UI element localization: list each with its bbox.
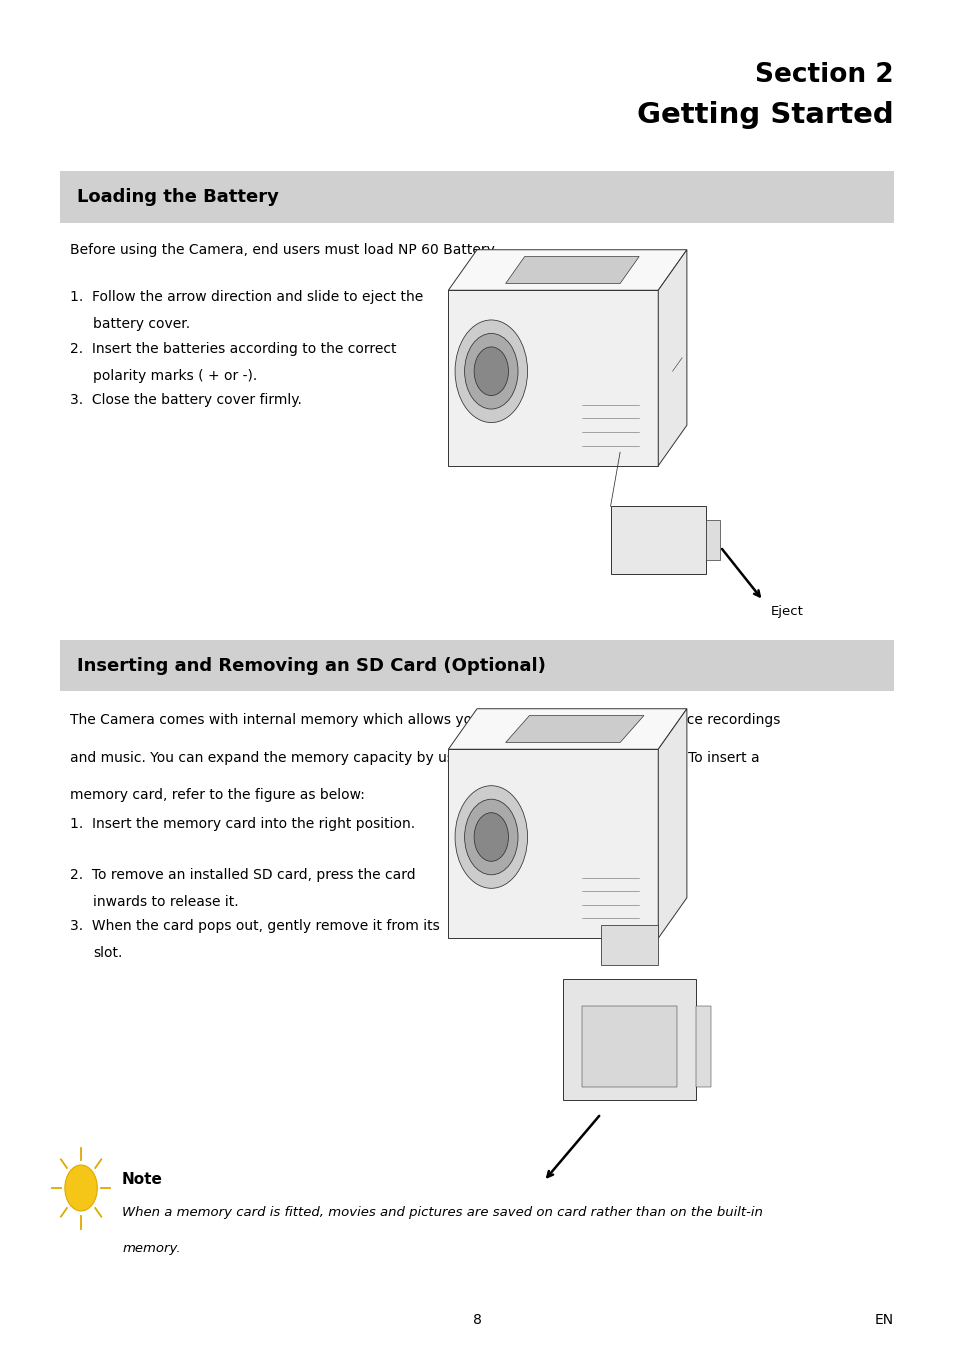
Polygon shape xyxy=(705,520,720,560)
Polygon shape xyxy=(658,250,686,466)
Polygon shape xyxy=(505,256,639,284)
Polygon shape xyxy=(658,709,686,938)
Text: EN: EN xyxy=(874,1314,893,1327)
Circle shape xyxy=(455,786,527,888)
Text: battery cover.: battery cover. xyxy=(93,317,191,331)
Text: 1.  Insert the memory card into the right position.: 1. Insert the memory card into the right… xyxy=(70,817,415,830)
Text: Before using the Camera, end users must load NP 60 Battery.: Before using the Camera, end users must … xyxy=(70,243,497,256)
Bar xyxy=(696,1006,710,1087)
Text: 2.  To remove an installed SD card, press the card: 2. To remove an installed SD card, press… xyxy=(70,868,415,882)
Polygon shape xyxy=(505,716,643,742)
Text: Section 2: Section 2 xyxy=(755,62,893,88)
Text: 3.  Close the battery cover firmly.: 3. Close the battery cover firmly. xyxy=(70,393,301,406)
Text: Note: Note xyxy=(122,1172,163,1188)
Circle shape xyxy=(464,333,517,409)
Polygon shape xyxy=(448,749,658,938)
Text: and music. You can expand the memory capacity by using an optional SD memory car: and music. You can expand the memory cap… xyxy=(70,751,759,764)
Polygon shape xyxy=(610,506,705,574)
Text: memory.: memory. xyxy=(122,1242,180,1256)
Text: Loading the Battery: Loading the Battery xyxy=(77,188,279,207)
Circle shape xyxy=(464,799,517,875)
Polygon shape xyxy=(448,709,686,749)
Polygon shape xyxy=(448,250,686,290)
Circle shape xyxy=(474,813,508,861)
Text: Getting Started: Getting Started xyxy=(637,101,893,128)
Text: The Camera comes with internal memory which allows you to store pictures, movies: The Camera comes with internal memory wh… xyxy=(70,713,780,726)
Text: slot.: slot. xyxy=(93,946,123,960)
Text: inwards to release it.: inwards to release it. xyxy=(93,895,239,909)
Circle shape xyxy=(65,1165,97,1211)
Text: Inserting and Removing an SD Card (Optional): Inserting and Removing an SD Card (Optio… xyxy=(77,656,545,675)
Text: When a memory card is fitted, movies and pictures are saved on card rather than : When a memory card is fitted, movies and… xyxy=(122,1206,762,1219)
Text: memory card, refer to the figure as below:: memory card, refer to the figure as belo… xyxy=(70,788,364,802)
Polygon shape xyxy=(448,290,658,466)
Text: 3.  When the card pops out, gently remove it from its: 3. When the card pops out, gently remove… xyxy=(70,919,439,933)
FancyBboxPatch shape xyxy=(562,979,696,1100)
Bar xyxy=(60,640,893,691)
Text: polarity marks ( + or -).: polarity marks ( + or -). xyxy=(93,369,257,382)
Text: 8: 8 xyxy=(472,1314,481,1327)
Bar xyxy=(60,171,893,223)
Circle shape xyxy=(455,320,527,423)
Bar xyxy=(581,1006,677,1087)
Text: 2.  Insert the batteries according to the correct: 2. Insert the batteries according to the… xyxy=(70,342,395,355)
Text: Eject: Eject xyxy=(770,605,802,618)
Polygon shape xyxy=(600,925,658,965)
Circle shape xyxy=(474,347,508,396)
Text: 1.  Follow the arrow direction and slide to eject the: 1. Follow the arrow direction and slide … xyxy=(70,290,422,304)
